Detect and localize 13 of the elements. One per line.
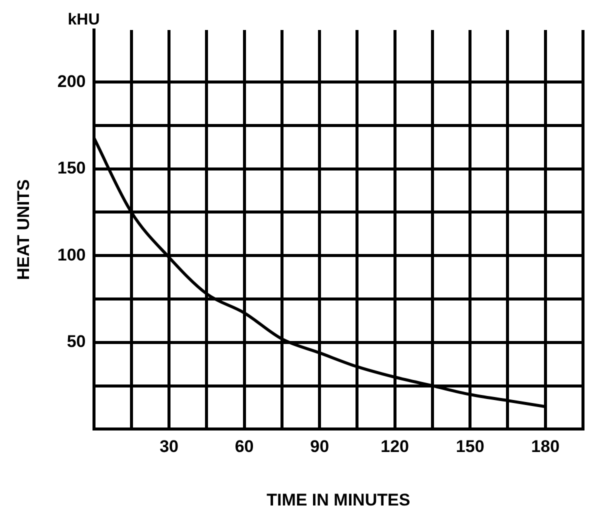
y-tick-label: 50 — [66, 332, 86, 352]
x-tick-label: 60 — [234, 437, 254, 456]
y-tick-label: 200 — [57, 72, 86, 91]
x-tick-label: 120 — [380, 437, 410, 456]
y-tick-label: 100 — [57, 245, 86, 264]
text: kHU — [68, 11, 100, 28]
x-tick-label: 90 — [310, 437, 330, 456]
x-axis-title: TIME IN MINUTES — [266, 490, 410, 510]
y-axis-title: HEAT UNITS — [14, 179, 33, 280]
x-tick-label: 150 — [456, 437, 484, 456]
y-tick-label: 150 — [57, 158, 86, 178]
x-tick-label: 30 — [160, 437, 178, 456]
x-tick-label: 180 — [531, 437, 560, 456]
